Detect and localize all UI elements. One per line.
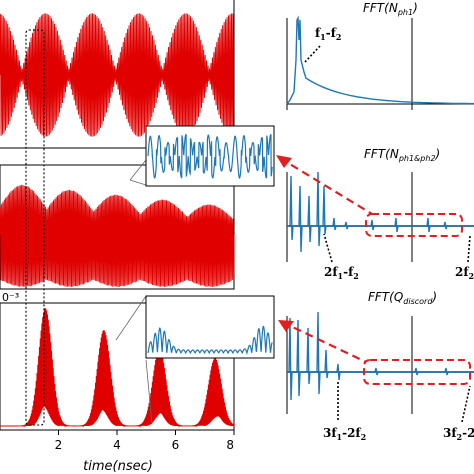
highlight-column — [25, 29, 45, 426]
inset-middle — [129, 125, 275, 187]
offset-label: 0⁻³ — [2, 291, 19, 304]
annotation-3f2-2-arrow — [461, 385, 471, 423]
inset-bottom-connector-a — [115, 295, 147, 341]
inset-middle-connector-b — [129, 179, 147, 186]
annotation-3f2-2: 3f2-2 — [443, 426, 474, 442]
signal-bottom-series — [0, 308, 235, 428]
fft-panel-1-series — [286, 15, 474, 105]
annotation-3f1-2f2: 3f1-2f2 — [323, 426, 366, 442]
x-tick-label: 6 — [172, 438, 180, 452]
inset-middle-connector-a — [129, 159, 147, 181]
fft-panel-3: FFT(Qdiscord) 3f1-2f2 3f2-2 — [286, 290, 474, 442]
fft-panel-1-title: FFT(Nph1) — [363, 1, 418, 17]
fft-panel-3-highlight-box — [363, 359, 471, 385]
fft-panel-2-highlight-box — [365, 213, 463, 237]
inset-bottom-frame — [145, 295, 275, 359]
inset-bottom — [115, 295, 275, 425]
panel-top-left — [0, 0, 235, 148]
fft-panel-2-title: FFT(Nph1&ph2) — [364, 147, 440, 163]
link-arrow-1-head — [276, 155, 292, 168]
x-tick-label: 8 — [226, 438, 234, 452]
x-tick-label: 4 — [113, 438, 121, 452]
signal-middle-series — [0, 184, 235, 288]
link-arrows — [276, 155, 373, 363]
fft-panel-3-series — [287, 311, 474, 401]
inset-middle-series — [147, 133, 273, 179]
annotation-2f1-f2-arrow — [323, 233, 333, 263]
fft-panel-3-title: FFT(Qdiscord) — [368, 290, 437, 306]
annotation-f1-f2: f1-f2 — [315, 26, 341, 42]
fft-panel-2-series — [287, 171, 474, 253]
panel-middle-left — [0, 164, 235, 290]
x-tick-label: 2 — [55, 438, 63, 452]
signal-top-series — [0, 13, 235, 137]
inset-middle-frame — [145, 125, 275, 187]
x-axis-label: time(nsec) — [83, 459, 153, 474]
inset-bottom-series — [147, 325, 273, 355]
link-arrow-2 — [281, 321, 367, 363]
link-arrow-2-head — [278, 320, 294, 332]
fft-panel-2: FFT(Nph1&ph2) 2f1-f2 2f2 — [286, 147, 474, 281]
link-arrow-1 — [279, 157, 373, 215]
inset-bottom-connector-b — [145, 359, 153, 425]
annotation-f1-f2-arrow — [304, 45, 321, 63]
annotation-2f2: 2f2 — [455, 265, 474, 281]
annotation-2f1-f2: 2f1-f2 — [324, 265, 359, 281]
panel-middle-left-frame — [0, 164, 235, 290]
annotation-2f2-arrow — [467, 235, 471, 263]
fft-panel-1: FFT(Nph1) f1-f2 — [286, 1, 474, 110]
x-axis: 2 4 6 8 — [55, 430, 235, 452]
